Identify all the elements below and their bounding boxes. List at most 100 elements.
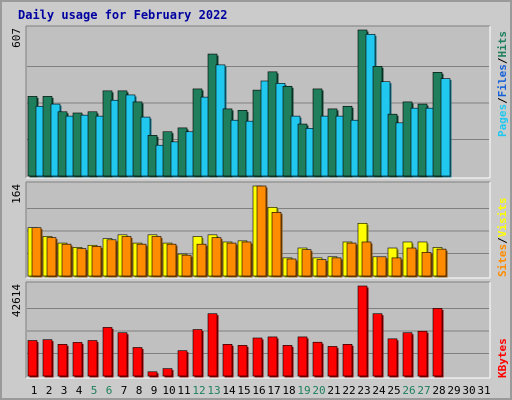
bar-sites-day-19 <box>301 249 312 277</box>
bar-kbytes-day-22 <box>342 344 353 377</box>
bar-kbytes-day-15 <box>237 345 248 377</box>
chart-title: Daily usage for February 2022 <box>18 8 228 22</box>
day-label: 23 <box>357 384 370 397</box>
day-label: 31 <box>477 384 490 397</box>
day-label: 20 <box>312 384 325 397</box>
panel-3-max-label: 42614 <box>10 284 23 317</box>
bar-hits-day-11 <box>177 127 188 177</box>
day-label: 19 <box>297 384 310 397</box>
bar-hits-day-22 <box>342 105 353 177</box>
legend-entry: Hits <box>496 31 509 58</box>
bar-kbytes-day-24 <box>372 313 383 377</box>
day-label: 24 <box>372 384 386 397</box>
bar-hits-day-1 <box>27 96 38 177</box>
bar-hits-day-24 <box>372 66 383 177</box>
bar-hits-day-15 <box>237 110 248 177</box>
legend-entry: Files <box>496 64 509 97</box>
bar-kbytes-day-11 <box>177 350 188 377</box>
bar-hits-day-5 <box>87 111 98 177</box>
day-label: 9 <box>151 384 158 397</box>
day-label: 1 <box>31 384 38 397</box>
legend-entry: / <box>496 97 509 104</box>
legend-pages-files-hits: Pages/Files/Hits <box>496 31 509 137</box>
bar-hits-day-26 <box>402 101 413 177</box>
bar-kbytes-day-23 <box>357 285 368 377</box>
bar-sites-day-23 <box>361 241 372 277</box>
bar-kbytes-day-10 <box>162 368 173 377</box>
bar-sites-day-27 <box>421 252 432 277</box>
bar-hits-day-18 <box>282 85 293 177</box>
bar-sites-day-14 <box>226 242 237 277</box>
legend-entry: Visits <box>496 198 509 238</box>
bar-sites-day-25 <box>391 257 402 277</box>
bar-pages-day-28 <box>440 78 451 177</box>
bar-kbytes-day-1 <box>27 340 38 377</box>
bar-hits-day-27 <box>417 103 428 177</box>
day-label: 16 <box>252 384 265 397</box>
bar-sites-day-12 <box>196 243 207 277</box>
bar-hits-day-10 <box>162 131 173 177</box>
bar-kbytes-day-25 <box>387 338 398 377</box>
bar-sites-day-11 <box>181 254 192 277</box>
bar-hits-day-4 <box>72 112 83 177</box>
bar-sites-day-5 <box>91 246 102 277</box>
bar-sites-day-22 <box>346 242 357 277</box>
bar-kbytes-day-9 <box>147 371 158 377</box>
bar-hits-day-14 <box>222 108 233 177</box>
day-label: 26 <box>402 384 415 397</box>
day-label: 30 <box>462 384 475 397</box>
day-label: 12 <box>192 384 205 397</box>
bar-kbytes-day-26 <box>402 332 413 377</box>
bar-hits-day-9 <box>147 135 158 177</box>
bar-kbytes-day-5 <box>87 340 98 377</box>
bar-kbytes-day-2 <box>42 339 53 377</box>
day-label: 21 <box>327 384 340 397</box>
bar-hits-day-19 <box>297 123 308 177</box>
day-label: 28 <box>432 384 445 397</box>
bar-kbytes-day-3 <box>57 344 68 377</box>
bar-hits-day-7 <box>117 90 128 177</box>
day-label: 18 <box>282 384 295 397</box>
bar-kbytes-day-4 <box>72 342 83 377</box>
bar-sites-day-4 <box>76 248 87 277</box>
day-label: 15 <box>237 384 250 397</box>
bar-kbytes-day-13 <box>207 313 218 377</box>
bar-sites-day-16 <box>256 185 267 277</box>
bar-sites-day-21 <box>331 257 342 277</box>
legend-entry: / <box>496 237 509 244</box>
day-label: 13 <box>207 384 220 397</box>
bar-sites-day-2 <box>46 237 57 277</box>
bar-sites-day-24 <box>376 256 387 277</box>
bar-sites-day-6 <box>106 239 117 277</box>
bar-kbytes-day-27 <box>417 330 428 377</box>
bar-hits-day-16 <box>252 89 263 177</box>
legend-sites-visits: Sites/Visits <box>496 198 509 278</box>
bar-kbytes-day-12 <box>192 329 203 377</box>
bar-hits-day-28 <box>432 72 443 177</box>
day-label: 5 <box>91 384 98 397</box>
day-label: 25 <box>387 384 400 397</box>
bar-kbytes-day-14 <box>222 344 233 377</box>
bar-sites-day-26 <box>406 247 417 277</box>
bar-kbytes-day-18 <box>282 345 293 377</box>
bar-sites-day-7 <box>121 236 132 277</box>
legend-entry: Sites <box>496 244 509 277</box>
day-label: 27 <box>417 384 430 397</box>
bar-kbytes-day-19 <box>297 336 308 377</box>
bar-sites-day-9 <box>151 236 162 277</box>
day-label: 8 <box>136 384 143 397</box>
day-label: 10 <box>162 384 175 397</box>
bar-sites-day-28 <box>436 248 447 277</box>
bar-kbytes-day-28 <box>432 308 443 377</box>
bar-sites-day-15 <box>241 241 252 277</box>
bar-hits-day-21 <box>327 108 338 177</box>
day-label: 3 <box>61 384 68 397</box>
panel-1-max-label: 607 <box>10 28 23 48</box>
legend-kbytes: KBytes <box>496 338 509 378</box>
day-label: 22 <box>342 384 355 397</box>
bar-sites-day-18 <box>286 258 297 277</box>
bar-kbytes-day-20 <box>312 341 323 377</box>
bar-sites-day-10 <box>166 243 177 277</box>
